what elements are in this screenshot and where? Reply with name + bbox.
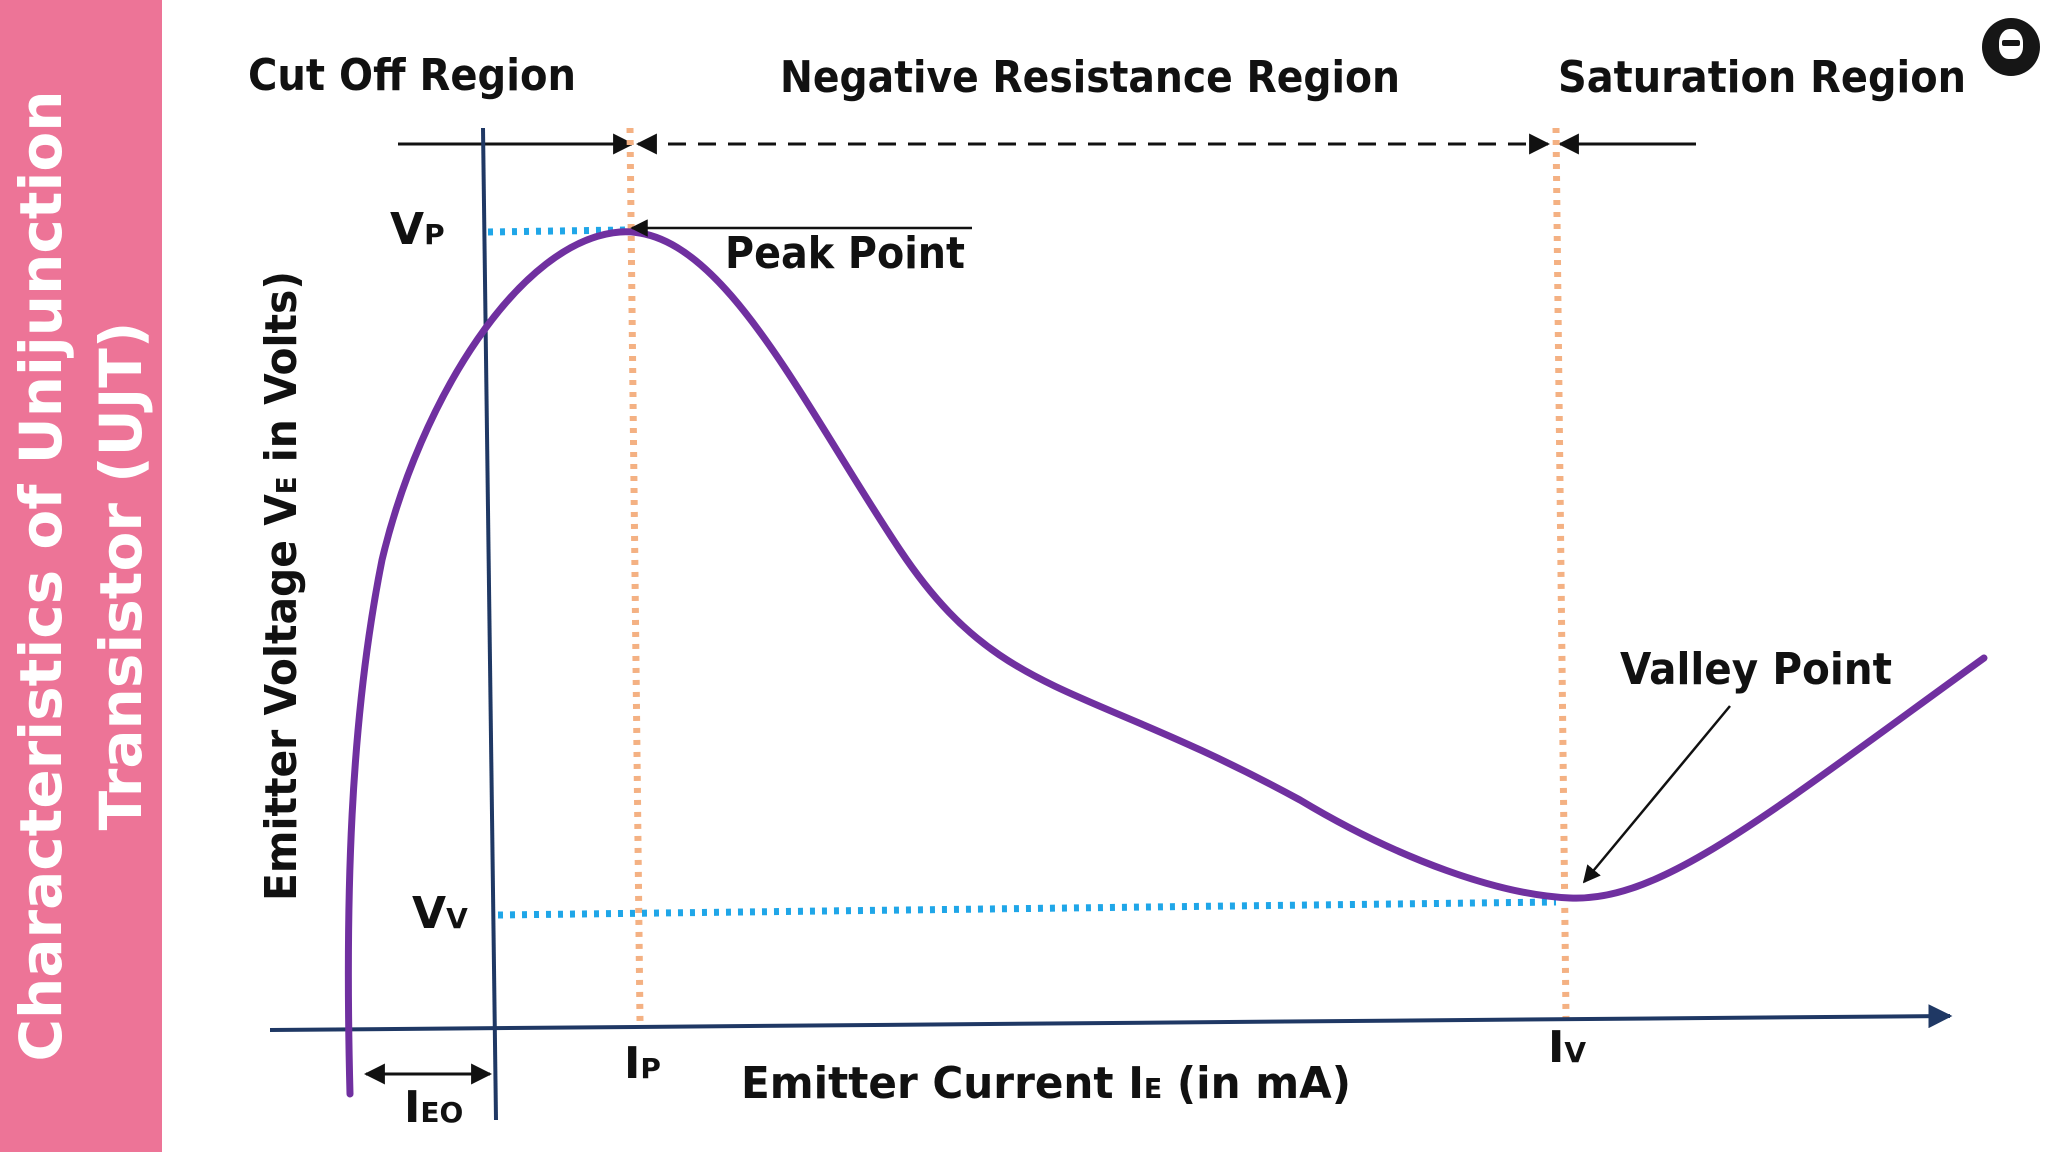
vp-subscript: P [424,218,445,251]
valley-point-label: Valley Point [1620,644,1892,695]
x-axis [269,1004,1953,1032]
x-axis-label-main: Emitter Current I [741,1058,1144,1109]
valley-voltage-marker: VV [412,888,468,939]
ieo-subscript: EO [420,1096,463,1129]
negative-resistance-region-label: Negative Resistance Region [780,52,1400,103]
valley-point-pointer [1582,705,1731,884]
y-axis-label-subscript: E [270,476,303,494]
iv-main: I [1548,1022,1564,1073]
sidebar-banner: Characteristics of Unijunction Transisto… [0,0,162,1152]
y-axis [481,127,498,1121]
peak-voltage-marker: VP [390,204,445,255]
x-axis-label: Emitter Current IE (in mA) [741,1058,1351,1109]
ip-subscript: P [640,1052,661,1085]
vv-main: V [412,888,446,939]
ujt-characteristic-curve [344,228,1988,1098]
valley-current-marker: IV [1548,1022,1586,1073]
vv-subscript: V [446,902,468,935]
peak-current-marker: IP [624,1038,661,1089]
vp-main: V [390,204,424,255]
ieo-marker: IEO [404,1082,463,1133]
x-axis-label-unit: (in mA) [1162,1058,1351,1109]
peak-point-label: Peak Point [725,228,965,279]
cutoff-region-label: Cut Off Region [248,50,576,101]
valley-current-dotted-line [1552,127,1570,1019]
y-axis-label: Emitter Voltage VE in Volts) [256,271,307,901]
saturation-region-label: Saturation Region [1558,52,1966,103]
y-axis-label-main: Emitter Voltage V [256,494,307,901]
logo-glasses-icon [2002,40,2020,46]
peak-current-dotted-line [626,127,644,1023]
ieo-main: I [404,1082,420,1133]
valley-voltage-dotted-line [497,898,1557,919]
iv-subscript: V [1564,1036,1586,1069]
ip-main: I [624,1038,640,1089]
x-axis-label-subscript: E [1144,1072,1162,1105]
y-axis-label-unit: in Volts) [256,271,307,476]
channel-logo-icon [1982,18,2040,76]
